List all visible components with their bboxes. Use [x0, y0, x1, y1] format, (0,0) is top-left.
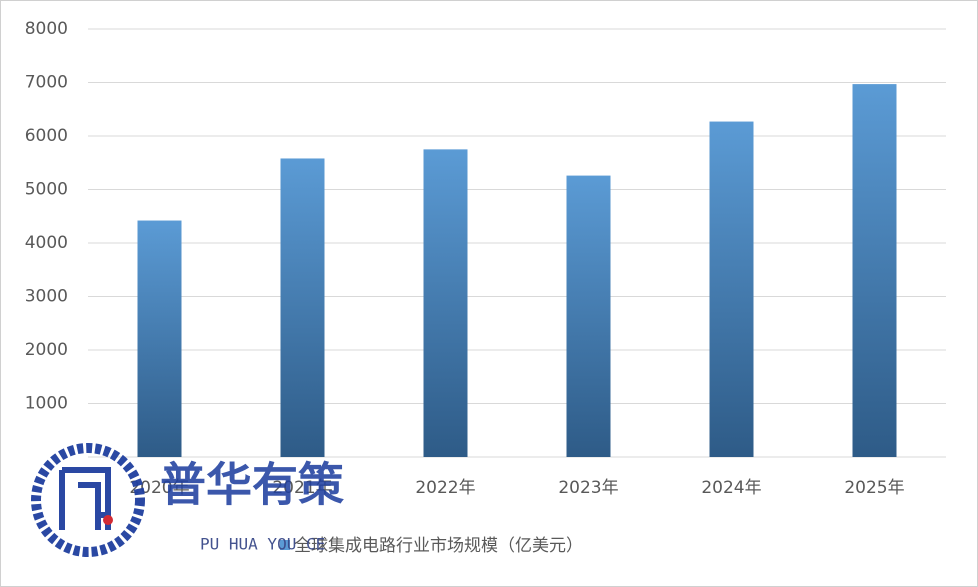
x-tick-label: 2023年 — [558, 478, 618, 498]
watermark: 普华有策 PU HUA YOU CE — [31, 443, 344, 557]
bar — [852, 84, 897, 457]
bar — [137, 220, 182, 457]
watermark-subtitle: PU HUA YOU CE — [200, 535, 325, 554]
watermark-logo — [31, 443, 145, 557]
legend-label: 全球集成电路行业市场规模（亿美元） — [294, 536, 583, 556]
watermark-logo — [59, 467, 111, 530]
watermark-logo — [103, 515, 113, 525]
y-tick-label: 1000 — [25, 394, 68, 414]
x-tick-label: 2025年 — [844, 478, 904, 498]
bar — [280, 158, 325, 457]
watermark-title: 普华有策 — [160, 458, 344, 512]
y-tick-label: 8000 — [25, 19, 68, 39]
y-tick-label: 2000 — [25, 340, 68, 360]
y-tick-label: 4000 — [25, 233, 68, 253]
x-tick-label: 2022年 — [415, 478, 475, 498]
x-tick-label: 2021年 — [272, 478, 332, 498]
legend-swatch — [280, 540, 290, 550]
y-tick-label: 5000 — [25, 180, 68, 200]
bar — [566, 175, 611, 457]
y-tick-label: 7000 — [25, 73, 68, 93]
bar — [423, 149, 468, 457]
bar — [709, 121, 754, 458]
y-tick-label: 3000 — [25, 287, 68, 307]
y-tick-label: 6000 — [25, 126, 68, 146]
x-tick-label: 2024年 — [701, 478, 761, 498]
